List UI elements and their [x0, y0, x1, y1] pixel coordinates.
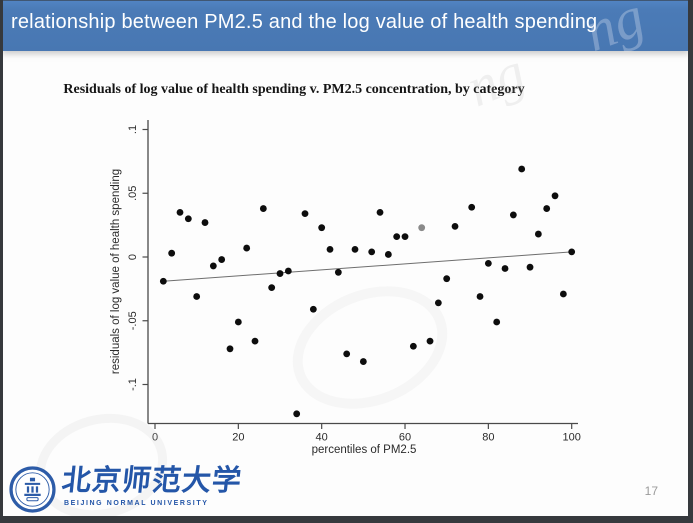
x-tick-label: 40 [316, 432, 328, 444]
data-point [359, 358, 367, 365]
data-point [368, 248, 376, 256]
data-point [201, 219, 209, 226]
data-point [543, 205, 551, 212]
data-point [509, 211, 517, 219]
data-point [409, 342, 417, 350]
data-point [493, 318, 501, 326]
x-tick-label: 0 [152, 432, 158, 444]
data-point [501, 265, 509, 272]
x-axis-label: percentiles of PM2.5 [312, 444, 417, 456]
data-point [243, 244, 251, 252]
data-point [384, 251, 392, 258]
university-seal-icon [9, 466, 56, 513]
data-point [159, 277, 167, 285]
data-point [559, 290, 567, 298]
data-point [343, 350, 351, 358]
data-point [284, 267, 292, 275]
data-point [568, 248, 576, 256]
y-tick-label: -.1 [127, 378, 139, 391]
x-tick-label: 100 [563, 432, 581, 444]
data-point [184, 215, 192, 223]
data-point [218, 256, 226, 263]
data-point [276, 270, 284, 277]
data-point [434, 299, 442, 307]
university-logo: 北京师范大学 BEIJING NORMAL UNIVERSITY [9, 464, 244, 513]
y-tick-label: .1 [127, 125, 139, 134]
data-point [251, 337, 259, 345]
data-point [418, 224, 426, 232]
header-bar: relationship between PM2.5 and the log v… [2, 0, 689, 51]
frame-edge [0, 0, 3, 523]
x-tick-label: 60 [399, 432, 411, 444]
data-point [534, 230, 542, 238]
data-point [484, 259, 492, 267]
frame-edge [0, 0, 693, 1]
data-point [451, 223, 459, 230]
data-point [268, 284, 276, 291]
data-point [393, 233, 401, 241]
data-point [551, 192, 559, 200]
data-point [526, 263, 534, 271]
data-point [301, 210, 309, 218]
frame-edge [0, 516, 693, 523]
data-point [426, 337, 434, 345]
data-point [334, 268, 342, 276]
x-tick-label: 80 [482, 432, 494, 444]
data-point [259, 205, 267, 212]
y-axis-label: residuals of log value of health spendin… [110, 169, 122, 374]
data-point [376, 208, 384, 216]
y-tick-label: .05 [127, 186, 139, 201]
data-point [176, 208, 184, 216]
university-logo-text: 北京师范大学 BEIJING NORMAL UNIVERSITY [60, 464, 244, 507]
frame-edge [688, 0, 693, 523]
data-point [443, 275, 451, 283]
data-point [209, 262, 217, 270]
y-tick-label: 0 [127, 254, 139, 260]
data-point [326, 245, 334, 253]
data-point [518, 165, 526, 173]
university-name-chinese: 北京师范大学 [60, 465, 244, 497]
data-point [351, 245, 359, 253]
page-number: 17 [644, 484, 658, 498]
x-tick-label: 20 [232, 432, 244, 444]
data-point [318, 224, 326, 232]
university-name-english: BEIJING NORMAL UNIVERSITY [64, 500, 209, 507]
data-point [401, 233, 409, 241]
chart-title: Residuals of log value of health spendin… [63, 82, 525, 97]
data-point [193, 293, 201, 300]
y-tick-label: -.05 [127, 311, 139, 330]
data-point [309, 305, 317, 313]
trend-line [163, 251, 572, 282]
slide-header-title: relationship between PM2.5 and the log v… [11, 11, 598, 33]
data-point [476, 293, 484, 300]
data-point [168, 249, 176, 257]
data-point [226, 345, 234, 353]
data-point [293, 410, 301, 418]
data-point [468, 203, 476, 211]
data-point [234, 318, 242, 326]
